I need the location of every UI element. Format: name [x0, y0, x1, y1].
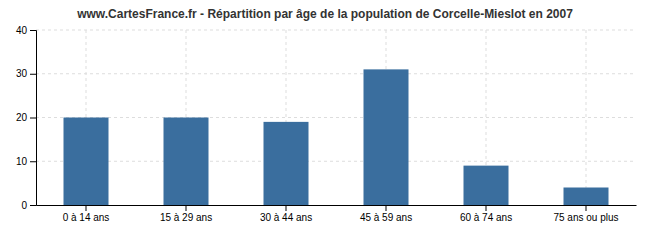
tick-label: 30 à 44 ans [260, 212, 312, 223]
bar [264, 122, 309, 205]
tick-label: 40 [16, 25, 28, 36]
tick: 30 [16, 68, 36, 79]
grid-line-y [36, 117, 636, 118]
tick-mark [286, 205, 287, 211]
tick: 0 à 14 ans [63, 205, 110, 223]
tick-label: 0 [21, 200, 27, 211]
tick-mark [30, 74, 36, 75]
tick-mark [586, 205, 587, 211]
tick-mark [30, 30, 36, 31]
bar [164, 118, 209, 206]
tick: 10 [16, 156, 36, 167]
tick-mark [386, 205, 387, 211]
tick: 30 à 44 ans [260, 205, 312, 223]
title: www.CartesFrance.fr - Répartition par âg… [76, 7, 573, 21]
plot: 0 à 14 ans 15 à 29 ans 30 à 44 ans 45 à 59 … [16, 25, 637, 223]
tick-mark [30, 118, 36, 119]
tick-label: 15 à 29 ans [160, 212, 212, 223]
tick-mark [186, 205, 187, 211]
tick: 40 [16, 25, 36, 36]
y-axis: 0 10 20 30 40 [16, 25, 37, 211]
tick: 45 à 59 ans [360, 205, 412, 223]
bar [64, 118, 109, 206]
axis-line [30, 31, 37, 206]
bar [464, 166, 509, 205]
bar [564, 188, 609, 206]
tick-label: 30 [16, 68, 28, 79]
bars [64, 69, 609, 205]
grid [36, 30, 636, 205]
tick-label: 20 [16, 112, 28, 123]
tick-label: 75 ans ou plus [553, 212, 618, 223]
tick: 15 à 29 ans [160, 205, 212, 223]
tick-mark [86, 205, 87, 211]
x-axis: 0 à 14 ans 15 à 29 ans 30 à 44 ans 45 à 59 … [37, 205, 637, 223]
bar [364, 69, 409, 205]
tick: 0 [21, 200, 36, 211]
tick-label: 10 [16, 156, 28, 167]
tick-label: 0 à 14 ans [63, 212, 110, 223]
tick: 20 [16, 112, 36, 123]
tick: 60 à 74 ans [460, 205, 512, 223]
tick-mark [486, 205, 487, 211]
tick-mark [30, 205, 36, 206]
tick-mark [30, 161, 36, 162]
grid-line-y [36, 73, 636, 74]
grid-line-y [36, 30, 636, 31]
chart: www.CartesFrance.fr - Répartition par âg… [0, 0, 650, 229]
tick-label: 60 à 74 ans [460, 212, 512, 223]
axis-line [37, 205, 637, 206]
tick: 75 ans ou plus [553, 205, 618, 223]
tick-label: 45 à 59 ans [360, 212, 412, 223]
grid-line-x [586, 30, 587, 205]
grid-line-y [36, 161, 636, 162]
